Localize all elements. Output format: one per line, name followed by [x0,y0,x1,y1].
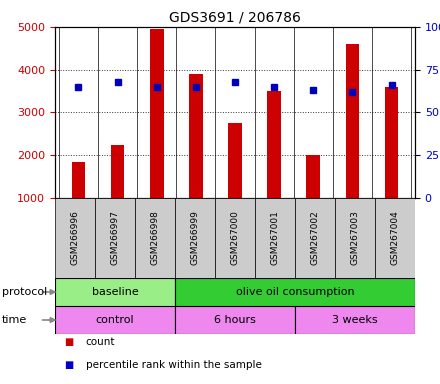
Bar [385,87,398,198]
Text: GSM266997: GSM266997 [110,210,120,265]
Text: GSM267001: GSM267001 [271,210,279,265]
Bar [335,198,375,278]
Text: GSM267004: GSM267004 [391,211,400,265]
Bar [345,44,359,198]
Text: GSM267002: GSM267002 [311,211,319,265]
Text: GSM266999: GSM266999 [191,210,199,265]
Bar [215,198,255,278]
Bar [111,144,125,198]
Text: percentile rank within the sample: percentile rank within the sample [86,360,262,370]
Text: GSM267003: GSM267003 [351,210,359,265]
Title: GDS3691 / 206786: GDS3691 / 206786 [169,10,301,24]
Text: 3 weeks: 3 weeks [332,315,378,325]
Text: olive oil consumption: olive oil consumption [236,287,354,297]
Text: protocol: protocol [2,287,48,297]
Text: ■: ■ [64,360,73,370]
Bar [55,278,175,306]
Bar [55,198,95,278]
Text: baseline: baseline [92,287,138,297]
Bar [95,198,135,278]
Bar [228,123,242,198]
Text: GSM266998: GSM266998 [150,210,160,265]
Bar [175,306,295,334]
Text: control: control [95,315,134,325]
Bar [255,198,295,278]
Bar [175,278,415,306]
Bar [295,306,415,334]
Text: time: time [2,315,27,325]
Bar [189,74,203,198]
Text: count: count [86,337,115,347]
Text: ■: ■ [64,337,73,347]
Bar [295,198,335,278]
Text: 6 hours: 6 hours [214,315,256,325]
Bar [267,91,281,198]
Bar [135,198,175,278]
Bar [175,198,215,278]
Text: GSM267000: GSM267000 [231,210,239,265]
Bar [306,155,320,198]
Bar [55,306,175,334]
Bar [150,29,164,198]
Bar [72,162,85,198]
Text: GSM266996: GSM266996 [70,210,80,265]
Bar [375,198,415,278]
